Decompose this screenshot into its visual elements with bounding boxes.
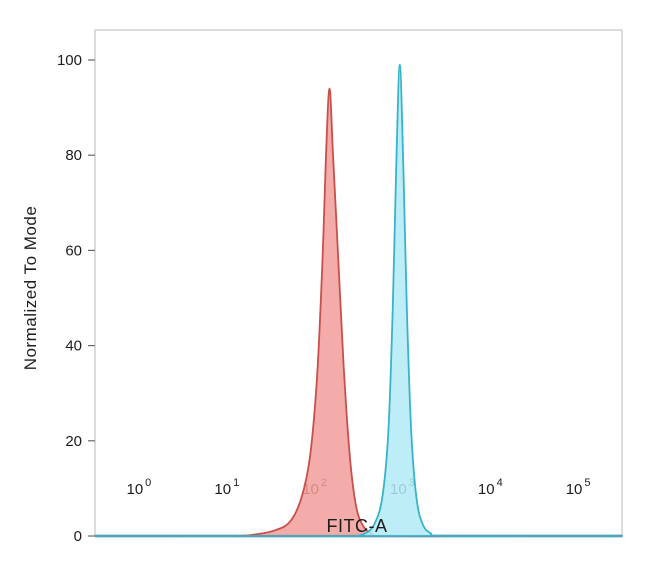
plot-border [94,29,623,537]
cyan-population-curve [94,63,623,538]
y-tick-label: 80 [65,147,82,164]
plot-generated-layer: 100101102103104105020406080100 [57,29,623,545]
x-tick-label: 10 5 [566,477,591,498]
y-tick-label: 0 [74,528,82,545]
y-tick-label: 60 [65,242,82,259]
y-tick-label: 100 [57,52,82,69]
x-axis-title: FITC-A [327,516,388,536]
x-tick-label: 10 4 [478,477,503,498]
red-population-curve [94,87,623,538]
x-tick-label: 10 1 [214,477,239,498]
y-tick-label: 20 [65,433,82,450]
y-axis-title: Normalized To Mode [21,206,40,371]
x-tick-label: 10 0 [126,477,151,498]
y-tick-label: 40 [65,338,82,355]
